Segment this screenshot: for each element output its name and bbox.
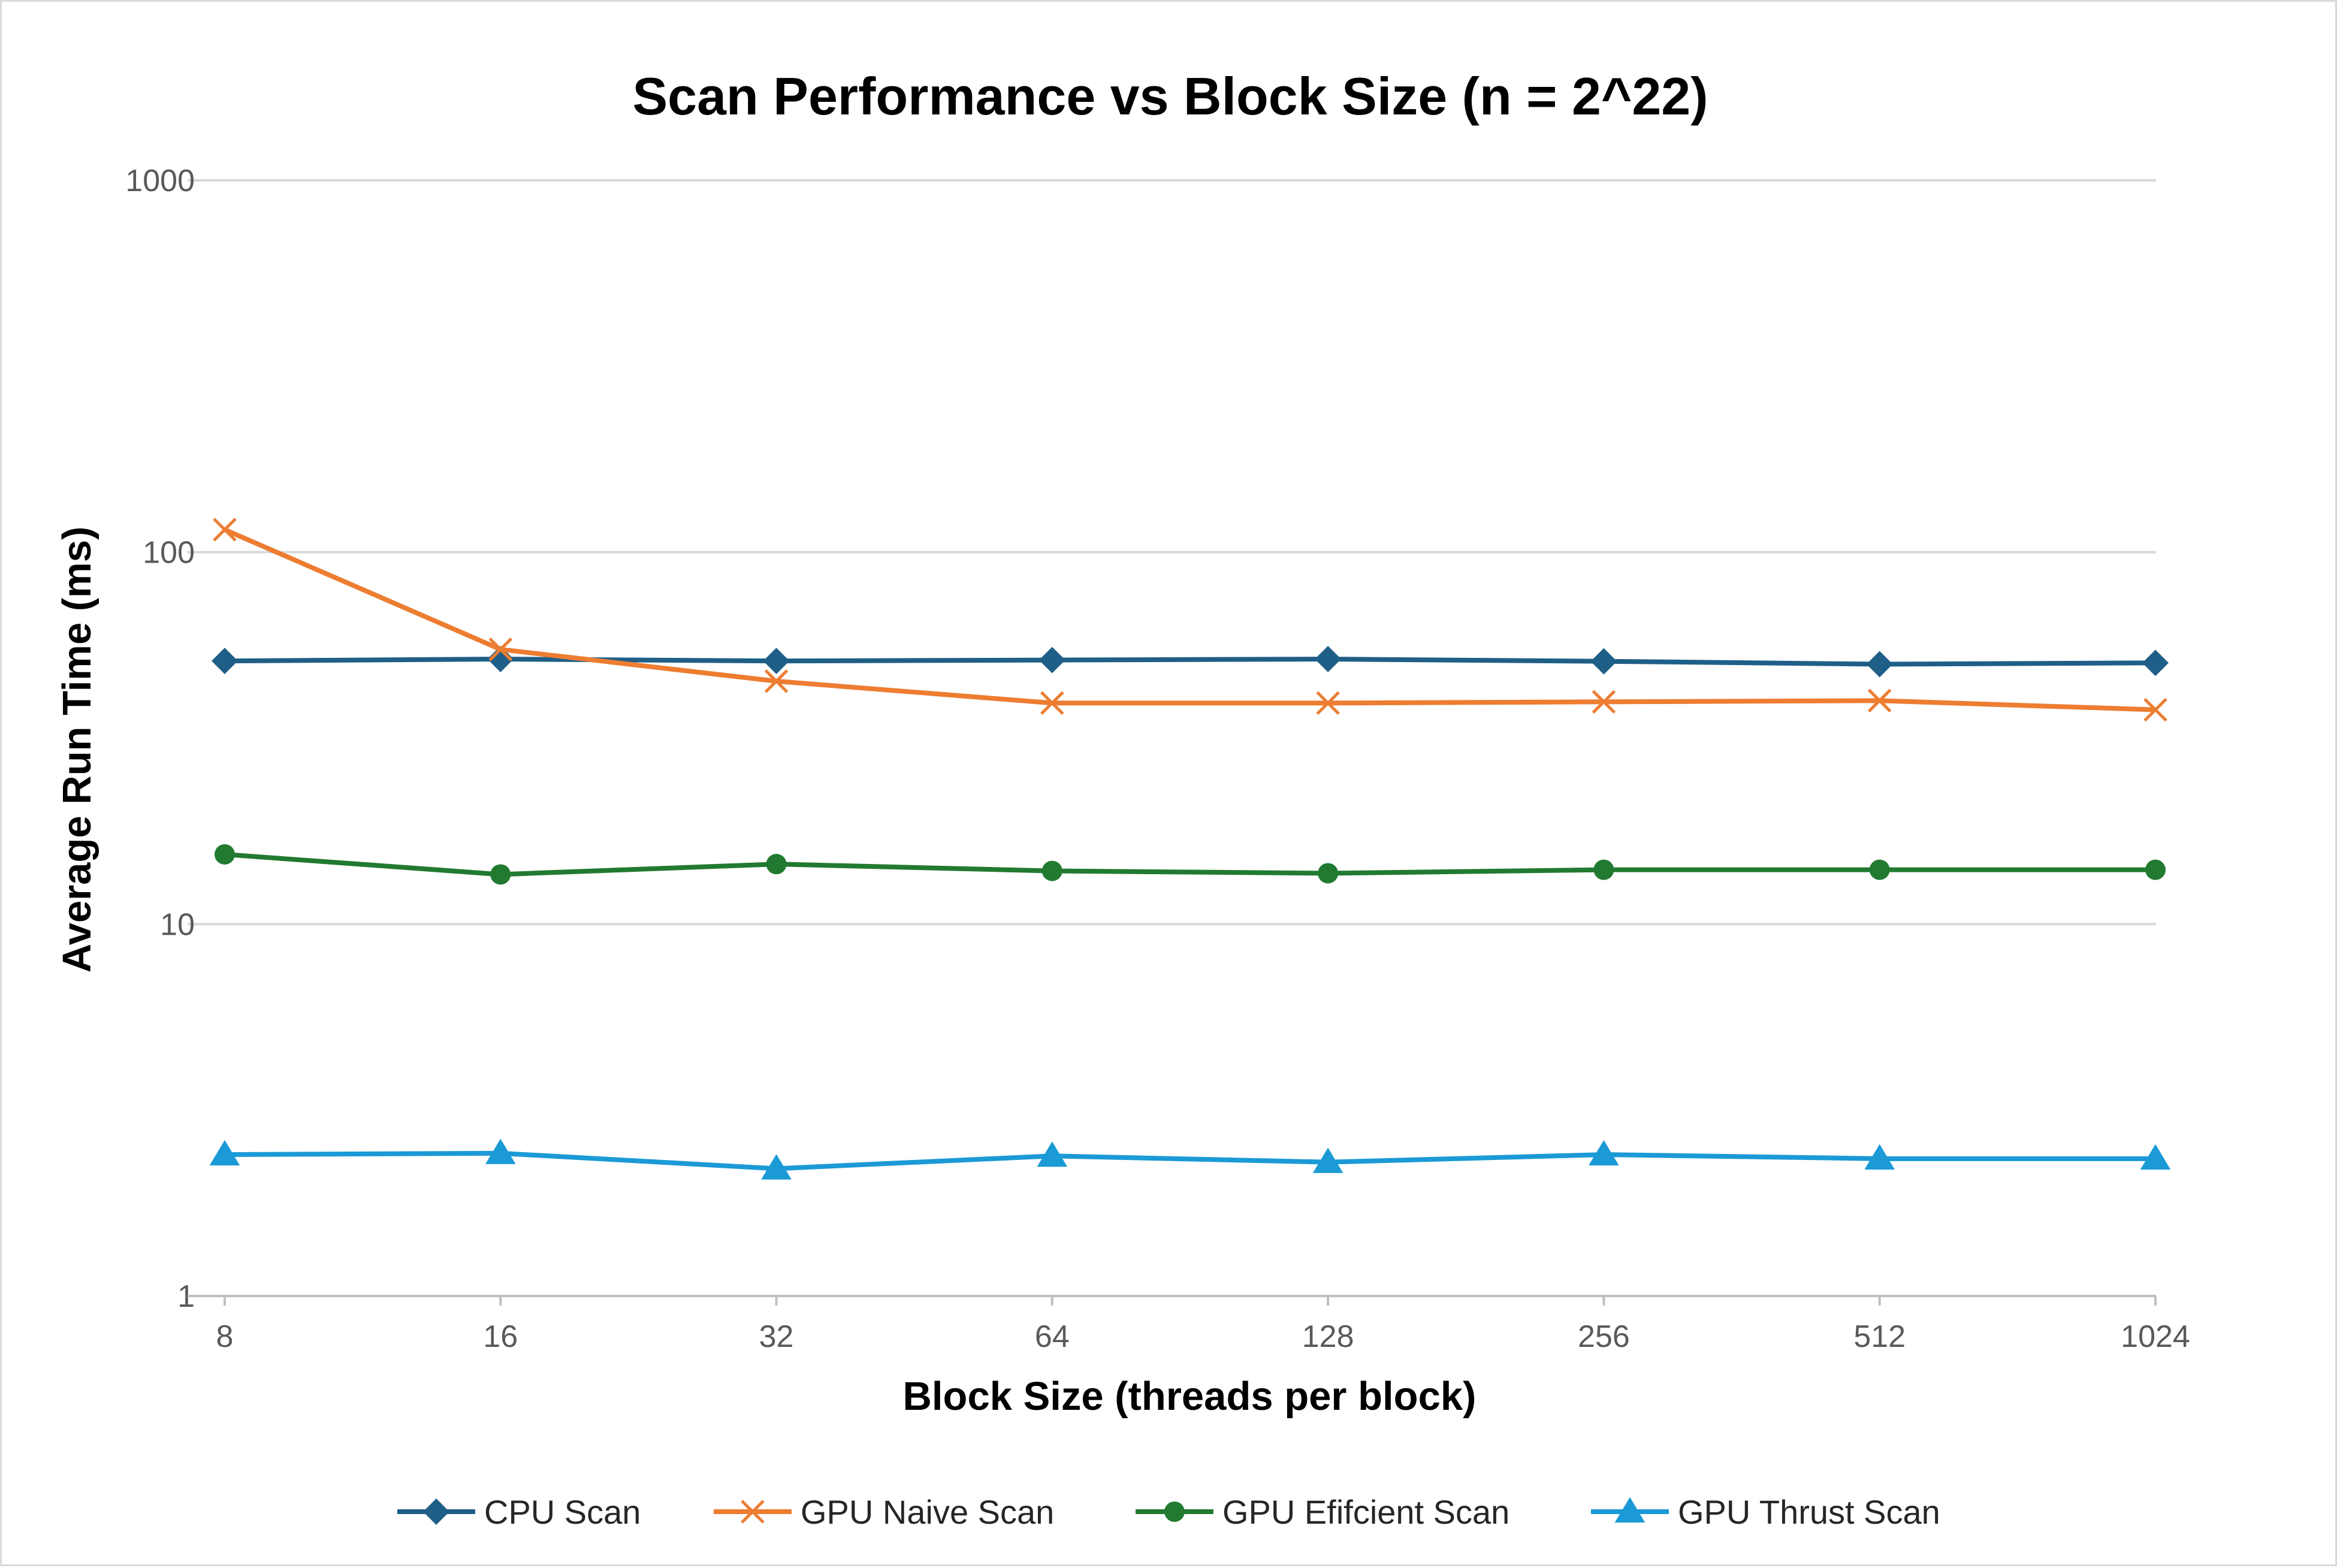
- series-line: [222, 527, 2158, 712]
- data-point: [485, 1138, 516, 1164]
- series-lines: [209, 518, 2171, 1180]
- legend: CPU Scan GPU Naive Scan GPU Efifcient Scan…: [397, 1493, 1940, 1531]
- data-point: [1614, 1497, 1645, 1523]
- x-tick-label: 256: [1578, 1319, 1630, 1354]
- legend-label: GPU Thrust Scan: [1678, 1493, 1940, 1531]
- data-point: [2145, 859, 2166, 880]
- data-point: [761, 1154, 792, 1180]
- data-point: [1864, 1144, 1895, 1170]
- data-point: [741, 1500, 765, 1524]
- data-point: [1592, 690, 1616, 714]
- y-tick-label: 10: [160, 907, 195, 942]
- data-point: [1316, 691, 1340, 715]
- data-point: [1867, 688, 1892, 713]
- series-gpu-naive-scan: [213, 518, 2167, 722]
- series-line: [222, 851, 2158, 877]
- data-point: [1312, 1147, 1343, 1173]
- series-gpu-thrust-scan: [209, 1138, 2171, 1180]
- x-tick-label: 16: [483, 1319, 518, 1354]
- data-point: [2143, 697, 2167, 722]
- data-point: [1866, 651, 1893, 678]
- x-axis-title: Block Size (threads per block): [903, 1374, 1477, 1419]
- x-tick-label: 8: [216, 1319, 234, 1354]
- x-tick-label: 1024: [2121, 1319, 2190, 1354]
- data-point: [1593, 859, 1614, 880]
- series-line: [222, 1150, 2158, 1171]
- data-point: [1037, 1141, 1068, 1167]
- legend-item: GPU Thrust Scan: [1591, 1493, 1940, 1531]
- data-point: [1315, 646, 1342, 673]
- data-point: [763, 648, 790, 675]
- y-tick-label: 100: [143, 536, 195, 570]
- series-cpu-scan: [212, 646, 2169, 678]
- y-tick-label: 1000: [125, 164, 195, 198]
- data-point: [1038, 646, 1065, 673]
- data-point: [215, 844, 235, 865]
- data-point: [488, 638, 513, 661]
- data-point: [1590, 648, 1617, 675]
- data-point: [1589, 1140, 1619, 1166]
- data-point: [1041, 860, 1062, 881]
- legend-item: GPU Efifcient Scan: [1136, 1493, 1509, 1531]
- legend-label: GPU Naive Scan: [801, 1493, 1054, 1531]
- data-point: [209, 1140, 240, 1166]
- chart-title: Scan Performance vs Block Size (n = 2^22…: [632, 67, 1708, 126]
- legend-label: CPU Scan: [484, 1493, 641, 1531]
- data-point: [213, 518, 237, 542]
- data-point: [764, 669, 789, 693]
- legend-item: CPU Scan: [397, 1493, 641, 1531]
- data-point: [423, 1498, 449, 1525]
- series-gpu-efifcient-scan: [215, 844, 2166, 885]
- gridlines: [188, 179, 2156, 926]
- x-tick-label: 128: [1302, 1319, 1354, 1354]
- data-point: [490, 864, 511, 885]
- x-tick-label: 32: [759, 1319, 794, 1354]
- y-axis-title: Average Run Time (ms): [55, 527, 99, 973]
- data-point: [1869, 859, 1890, 880]
- series-line: [222, 657, 2158, 667]
- x-tick-label: 64: [1035, 1319, 1070, 1354]
- data-point: [2140, 1144, 2171, 1170]
- data-point: [1040, 691, 1064, 715]
- data-point: [766, 854, 787, 875]
- data-point: [1164, 1501, 1185, 1522]
- data-point: [1318, 863, 1339, 884]
- legend-label: GPU Efifcient Scan: [1222, 1493, 1509, 1531]
- data-point: [212, 648, 238, 675]
- x-tick-label: 512: [1853, 1319, 1906, 1354]
- data-point: [2142, 649, 2169, 676]
- legend-item: GPU Naive Scan: [714, 1493, 1054, 1531]
